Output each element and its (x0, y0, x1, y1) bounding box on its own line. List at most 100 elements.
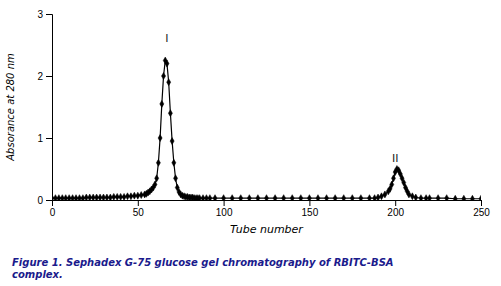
marker (230, 195, 234, 200)
x-axis-line (53, 201, 482, 207)
y-tick-label: 3 (37, 9, 43, 20)
y-tick-mark (46, 14, 52, 15)
x-tick: 50 (133, 200, 145, 218)
y-tick-mark (46, 76, 52, 77)
marker (155, 175, 159, 182)
marker (158, 135, 162, 142)
marker (213, 195, 217, 200)
marker (95, 194, 99, 200)
x-tick-mark (138, 200, 139, 206)
marker (307, 195, 311, 200)
marker (74, 195, 78, 200)
x-tick: 250 (473, 200, 490, 218)
y-tick: 0 (37, 195, 52, 206)
y-axis-title: Absorance at 280 nm (5, 53, 16, 162)
x-tick-label: 50 (133, 207, 145, 218)
marker (167, 79, 171, 86)
marker (101, 194, 105, 200)
marker (139, 192, 143, 199)
marker (453, 195, 457, 200)
marker (325, 195, 329, 200)
marker (414, 194, 418, 200)
caption-line: Figure 1. Sephadex G-75 glucose gel chro… (12, 257, 394, 268)
x-tick-label: 150 (302, 207, 319, 218)
marker (239, 195, 243, 200)
marker (77, 195, 81, 200)
marker (204, 195, 208, 200)
x-tick-mark (309, 200, 310, 206)
marker (156, 159, 160, 166)
marker (391, 175, 395, 182)
line (52, 61, 481, 199)
marker (383, 191, 387, 198)
marker (379, 193, 383, 200)
marker (316, 195, 320, 200)
marker (84, 194, 88, 200)
marker (174, 175, 178, 182)
marker (201, 195, 205, 200)
marker (367, 195, 371, 200)
series (52, 57, 481, 200)
marker (57, 195, 61, 200)
marker (428, 195, 432, 200)
marker (333, 195, 337, 200)
x-axis-title: Tube number (230, 223, 304, 236)
marker (222, 195, 226, 200)
marker (419, 195, 423, 200)
marker (162, 73, 166, 80)
marker (273, 195, 277, 200)
x-tick: 100 (216, 200, 233, 218)
caption-line: complex. (12, 269, 63, 280)
plot-area: 0501001502002500123III (37, 9, 490, 218)
x-tick-mark (395, 200, 396, 206)
y-axis-line (46, 15, 53, 201)
marker (424, 195, 428, 200)
marker (160, 100, 164, 107)
x-tick-label: 0 (50, 207, 56, 218)
marker (153, 181, 157, 188)
marker (350, 195, 354, 200)
y-tick-label: 1 (37, 133, 43, 144)
marker (470, 195, 474, 200)
marker (410, 193, 414, 200)
marker (282, 195, 286, 200)
marker (198, 195, 202, 200)
marker (71, 195, 75, 200)
y-tick-label: 0 (37, 195, 43, 206)
marker (376, 194, 380, 200)
marker (67, 195, 71, 200)
y-axis: 0 1 2 3 (37, 9, 52, 206)
y-tick: 3 (37, 9, 52, 20)
x-axis: 050100150200250 (50, 200, 491, 218)
marker (290, 195, 294, 200)
x-tick-label: 100 (216, 207, 233, 218)
marker (165, 60, 169, 67)
caption: Figure 1. Sephadex G-75 glucose gel chro… (12, 257, 394, 280)
marker (436, 195, 440, 200)
marker (264, 195, 268, 200)
marker (208, 195, 212, 200)
marker (462, 195, 466, 200)
marker (247, 195, 251, 200)
x-tick: 150 (302, 200, 319, 218)
y-tick: 1 (37, 133, 52, 144)
y-tick-label: 2 (37, 71, 43, 82)
marker (299, 195, 303, 200)
marker (136, 192, 140, 199)
marker (88, 194, 92, 200)
x-tick: 0 (50, 200, 56, 218)
marker (105, 194, 109, 200)
marker (91, 194, 95, 200)
marker (407, 191, 411, 198)
chart: 0501001502002500123IIITube numberAbsoran… (0, 0, 501, 286)
annotation: I (165, 32, 168, 45)
annotation: II (392, 152, 399, 165)
marker (479, 195, 481, 200)
marker (359, 195, 363, 200)
marker (168, 110, 172, 117)
marker (60, 195, 64, 200)
marker (64, 195, 68, 200)
marker (129, 193, 133, 200)
marker (98, 194, 102, 200)
x-tick-mark (224, 200, 225, 206)
